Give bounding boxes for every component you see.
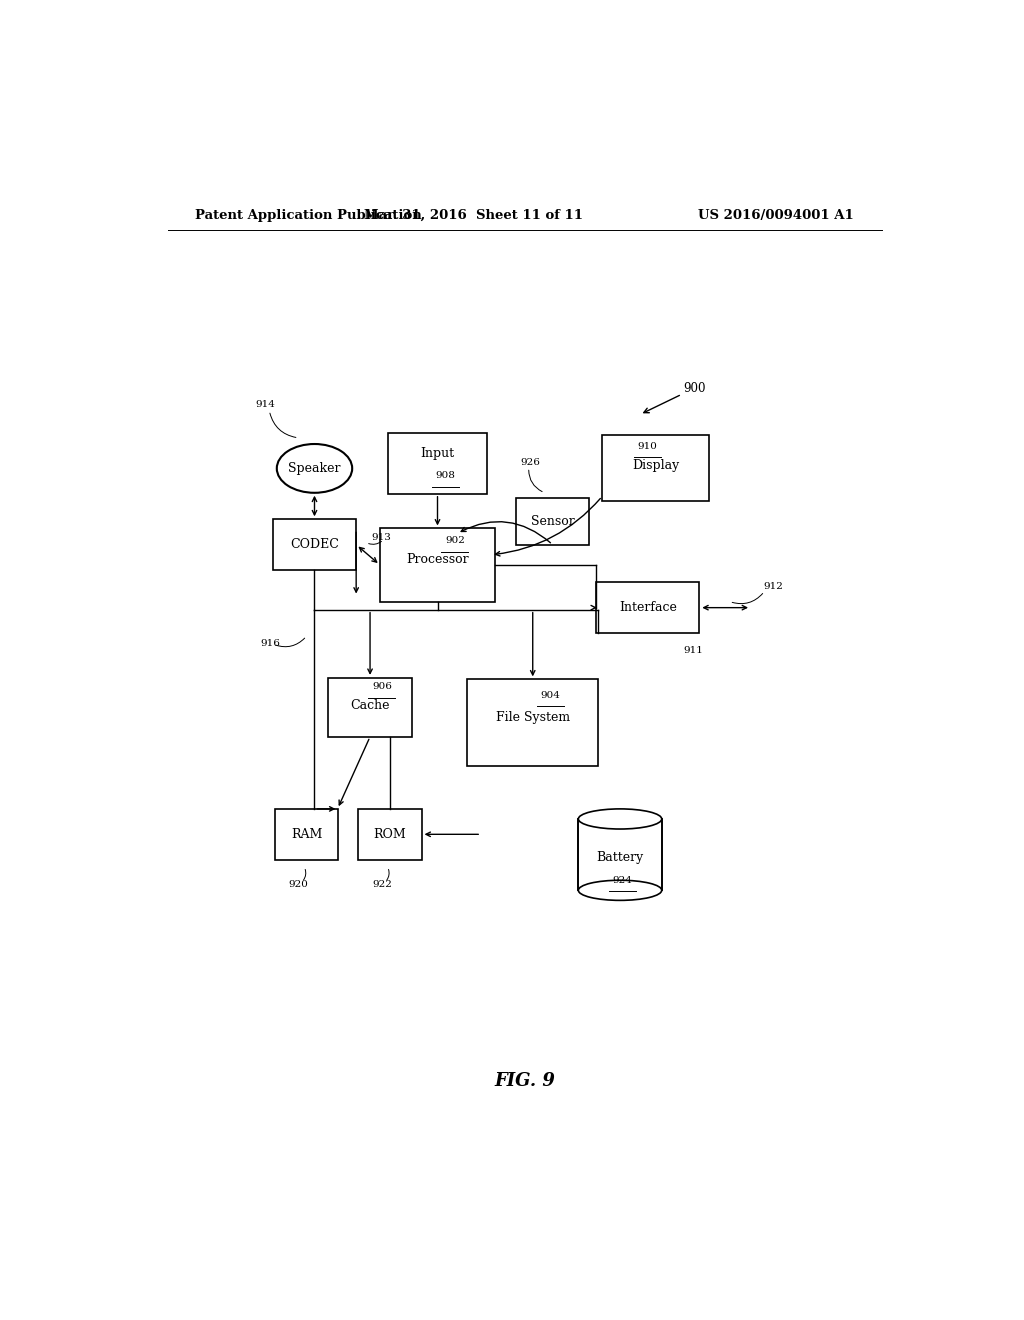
Text: 908: 908 [435, 471, 456, 480]
Text: Battery: Battery [596, 851, 644, 865]
Text: 920: 920 [289, 880, 308, 890]
Text: File System: File System [496, 711, 569, 723]
Text: 914: 914 [255, 400, 274, 409]
Text: Mar. 31, 2016  Sheet 11 of 11: Mar. 31, 2016 Sheet 11 of 11 [364, 209, 583, 222]
Bar [579, 818, 662, 890]
Text: Cache: Cache [350, 698, 390, 711]
Text: 902: 902 [445, 536, 465, 545]
Text: 926: 926 [521, 458, 541, 467]
Text: FIG. 9: FIG. 9 [495, 1072, 555, 1090]
Text: 916: 916 [260, 639, 281, 648]
Ellipse shape [276, 444, 352, 492]
Bar [329, 677, 412, 737]
Text: US 2016/0094001 A1: US 2016/0094001 A1 [698, 209, 854, 222]
Text: 904: 904 [541, 690, 560, 700]
Text: Processor: Processor [407, 553, 469, 566]
Bar [596, 582, 699, 634]
Bar [380, 528, 495, 602]
Text: 913: 913 [372, 532, 391, 541]
Ellipse shape [579, 809, 662, 829]
Text: 911: 911 [684, 647, 703, 656]
Text: CODEC: CODEC [290, 539, 339, 552]
Bar [272, 519, 356, 570]
Text: Speaker: Speaker [288, 462, 341, 475]
Text: Input: Input [421, 446, 455, 459]
Text: 906: 906 [372, 682, 392, 692]
Bar [274, 809, 338, 859]
Text: 922: 922 [372, 880, 392, 890]
Text: 912: 912 [763, 582, 782, 591]
Text: 924: 924 [612, 875, 633, 884]
Bar [516, 498, 589, 545]
Text: Interface: Interface [618, 601, 677, 614]
Text: ROM: ROM [374, 828, 407, 841]
Bar [388, 433, 487, 494]
Text: Sensor: Sensor [530, 515, 574, 528]
Bar [358, 809, 422, 859]
Text: Patent Application Publication: Patent Application Publication [196, 209, 422, 222]
Text: Display: Display [632, 459, 679, 471]
Ellipse shape [579, 880, 662, 900]
Bar [467, 680, 598, 766]
Text: 900: 900 [684, 383, 706, 395]
Text: RAM: RAM [291, 828, 323, 841]
Bar [602, 436, 710, 502]
Text: 910: 910 [638, 442, 657, 450]
